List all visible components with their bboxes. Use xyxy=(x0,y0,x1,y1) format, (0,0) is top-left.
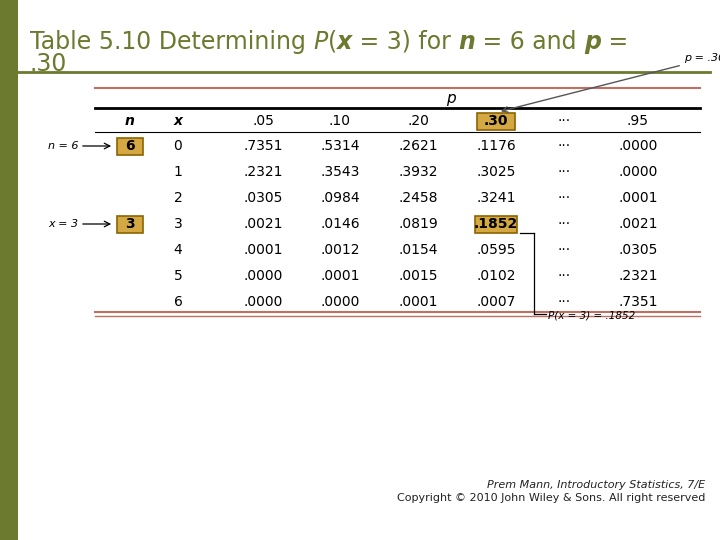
FancyBboxPatch shape xyxy=(117,215,143,233)
Text: ···: ··· xyxy=(557,217,570,231)
Text: .0000: .0000 xyxy=(618,139,657,153)
Text: .95: .95 xyxy=(627,114,649,128)
Text: ···: ··· xyxy=(557,269,570,283)
Text: .2321: .2321 xyxy=(243,165,283,179)
Text: Table 5.10 Determining: Table 5.10 Determining xyxy=(30,30,313,54)
Text: = 3) for: = 3) for xyxy=(352,30,459,54)
Text: .0012: .0012 xyxy=(320,243,360,257)
Text: .30: .30 xyxy=(30,52,68,76)
FancyBboxPatch shape xyxy=(477,112,515,130)
Text: p = .30: p = .30 xyxy=(684,53,720,63)
Text: .0001: .0001 xyxy=(398,295,438,309)
Text: .0102: .0102 xyxy=(476,269,516,283)
FancyBboxPatch shape xyxy=(117,138,143,154)
Text: .0984: .0984 xyxy=(320,191,360,205)
Text: n: n xyxy=(125,114,135,128)
Text: 2: 2 xyxy=(174,191,182,205)
FancyBboxPatch shape xyxy=(475,215,517,233)
Text: ···: ··· xyxy=(557,191,570,205)
Text: .0007: .0007 xyxy=(477,295,516,309)
Text: p: p xyxy=(584,30,601,54)
Bar xyxy=(0,0,18,540)
Text: .7351: .7351 xyxy=(618,295,658,309)
Text: ···: ··· xyxy=(557,139,570,153)
Text: .2621: .2621 xyxy=(398,139,438,153)
Text: .20: .20 xyxy=(407,114,429,128)
Text: .0305: .0305 xyxy=(618,243,657,257)
Text: .3932: .3932 xyxy=(398,165,438,179)
Text: .0000: .0000 xyxy=(243,269,283,283)
Text: .1852: .1852 xyxy=(474,217,518,231)
Text: .3543: .3543 xyxy=(320,165,360,179)
Text: .3241: .3241 xyxy=(476,191,516,205)
Text: 0: 0 xyxy=(174,139,182,153)
Text: .3025: .3025 xyxy=(477,165,516,179)
Text: .2321: .2321 xyxy=(618,269,658,283)
Text: 3: 3 xyxy=(174,217,182,231)
Text: .0001: .0001 xyxy=(320,269,360,283)
Text: .2458: .2458 xyxy=(398,191,438,205)
Text: n: n xyxy=(459,30,475,54)
Text: 1: 1 xyxy=(174,165,182,179)
Text: Copyright © 2010 John Wiley & Sons. All right reserved: Copyright © 2010 John Wiley & Sons. All … xyxy=(397,493,705,503)
Text: .0001: .0001 xyxy=(243,243,283,257)
Text: .0146: .0146 xyxy=(320,217,360,231)
Text: .0021: .0021 xyxy=(618,217,658,231)
Text: 3: 3 xyxy=(125,217,135,231)
Text: = 6 and: = 6 and xyxy=(475,30,584,54)
Text: ···: ··· xyxy=(557,114,570,128)
Text: n = 6: n = 6 xyxy=(48,141,78,151)
Text: .0000: .0000 xyxy=(243,295,283,309)
Text: P(x = 3) = .1852: P(x = 3) = .1852 xyxy=(548,310,635,320)
Text: 6: 6 xyxy=(125,139,135,153)
Text: P: P xyxy=(313,30,328,54)
Text: .30: .30 xyxy=(484,114,508,128)
Text: .0000: .0000 xyxy=(320,295,360,309)
Text: .0015: .0015 xyxy=(398,269,438,283)
Text: Prem Mann, Introductory Statistics, 7/E: Prem Mann, Introductory Statistics, 7/E xyxy=(487,480,705,490)
Text: .0021: .0021 xyxy=(243,217,283,231)
Text: .0000: .0000 xyxy=(618,165,657,179)
Text: p: p xyxy=(446,91,455,105)
Text: .0001: .0001 xyxy=(618,191,658,205)
Text: x: x xyxy=(174,114,182,128)
Text: =: = xyxy=(601,30,629,54)
Text: x = 3: x = 3 xyxy=(48,219,78,229)
Text: .5314: .5314 xyxy=(320,139,360,153)
Text: .0595: .0595 xyxy=(476,243,516,257)
Text: 6: 6 xyxy=(174,295,182,309)
Text: ···: ··· xyxy=(557,165,570,179)
Text: x: x xyxy=(337,30,352,54)
Text: 5: 5 xyxy=(174,269,182,283)
Text: .1176: .1176 xyxy=(476,139,516,153)
Text: .0305: .0305 xyxy=(243,191,283,205)
Text: .7351: .7351 xyxy=(243,139,283,153)
Text: 4: 4 xyxy=(174,243,182,257)
Text: .0819: .0819 xyxy=(398,217,438,231)
Text: (: ( xyxy=(328,30,337,54)
Text: .0154: .0154 xyxy=(398,243,438,257)
Text: ···: ··· xyxy=(557,243,570,257)
Text: .05: .05 xyxy=(252,114,274,128)
Text: .10: .10 xyxy=(329,114,351,128)
Text: ···: ··· xyxy=(557,295,570,309)
